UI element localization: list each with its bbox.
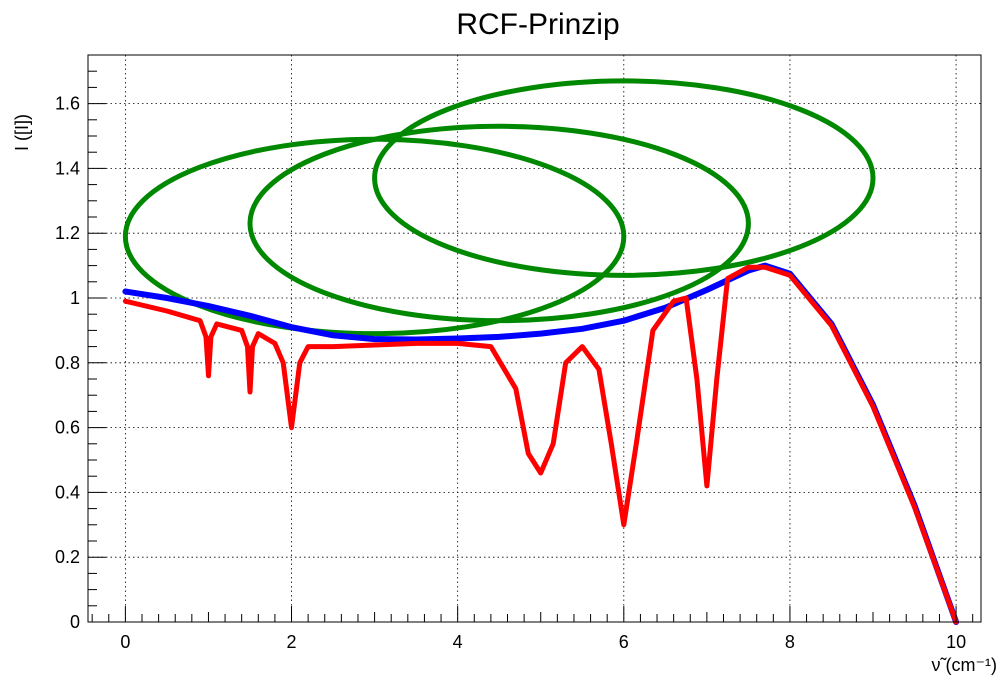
axes: 0 2 4 6 8 10 0 0.2 0.4 0.6 0.8 1 1.2 1.4 1.6 bbox=[55, 54, 974, 652]
y-tick-label: 0.2 bbox=[55, 547, 80, 567]
x-tick-label: 8 bbox=[785, 632, 795, 652]
ellipse-curve bbox=[372, 78, 876, 278]
y-tick-label: 1.6 bbox=[55, 94, 80, 114]
x-tick-label: 4 bbox=[453, 632, 463, 652]
plot-frame bbox=[87, 54, 982, 623]
y-tick-label: 1 bbox=[70, 288, 80, 308]
plot-area bbox=[122, 78, 960, 625]
x-axis-label: ν̃ (cm⁻¹) bbox=[932, 655, 997, 675]
red-series-line bbox=[122, 264, 959, 625]
y-tick-label: 0.6 bbox=[55, 418, 80, 438]
y-axis-label: I ([I]) bbox=[12, 114, 32, 151]
y-tick-label: 0.4 bbox=[55, 482, 80, 502]
y-tick-label: 1.4 bbox=[55, 158, 80, 178]
x-tick-label: 0 bbox=[120, 632, 130, 652]
grid bbox=[88, 55, 981, 623]
x-tick-label: 6 bbox=[619, 632, 629, 652]
x-tick-label: 10 bbox=[946, 632, 966, 652]
chart-title: RCF-Prinzip bbox=[456, 8, 619, 41]
ellipse-curve bbox=[247, 123, 751, 324]
y-tick-label: 1.2 bbox=[55, 223, 80, 243]
y-tick-label: 0.8 bbox=[55, 353, 80, 373]
y-tick-label: 0 bbox=[70, 612, 80, 632]
x-tick-label: 2 bbox=[287, 632, 297, 652]
